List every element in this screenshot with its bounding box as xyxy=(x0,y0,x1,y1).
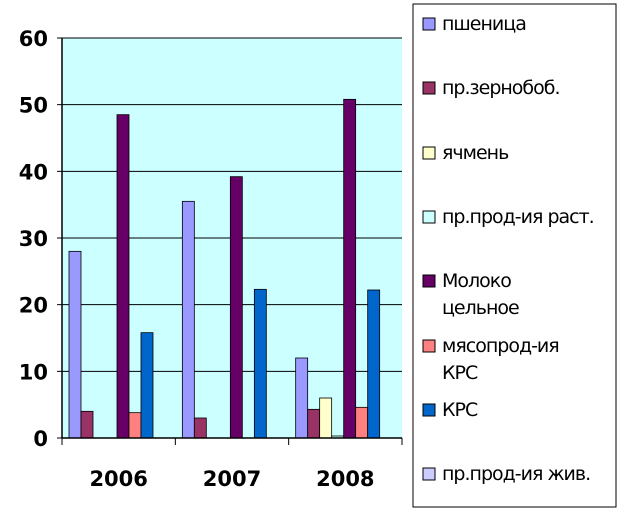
legend-swatch xyxy=(422,467,436,481)
legend-swatch xyxy=(422,339,436,353)
legend-swatch xyxy=(422,17,436,31)
legend: пшеница пр.зернобоб. ячмень пр.прод-ия раст… xyxy=(422,13,595,485)
x-axis-categories: 2006 2007 2008 xyxy=(89,467,374,491)
legend-box xyxy=(412,3,617,508)
x-category-label: 2008 xyxy=(316,467,374,491)
y-tick-label: 0 xyxy=(33,427,48,451)
bar xyxy=(319,397,333,439)
bar xyxy=(367,289,381,439)
bar xyxy=(295,357,309,439)
bar xyxy=(140,332,154,439)
y-tick-label: 20 xyxy=(19,294,48,318)
bars xyxy=(68,98,381,439)
legend-label: ячмень xyxy=(442,142,509,164)
legend-swatch xyxy=(422,81,436,95)
legend-swatch xyxy=(422,210,436,224)
legend-label: пр.прод-ия раст. xyxy=(442,206,594,228)
y-tick-label: 50 xyxy=(19,94,48,118)
x-category-label: 2007 xyxy=(203,467,261,491)
bar xyxy=(181,200,195,439)
bar xyxy=(307,408,321,439)
legend-label: пр.зернобоб. xyxy=(442,77,560,99)
y-tick-label: 10 xyxy=(19,360,48,384)
legend-swatch xyxy=(422,274,436,288)
bar xyxy=(80,410,94,439)
bar xyxy=(253,288,267,439)
legend-swatch xyxy=(422,146,436,160)
bar xyxy=(355,406,369,439)
legend-label: КРС xyxy=(442,399,478,421)
bar xyxy=(343,98,357,439)
legend-label: мясопрод-ия КРС xyxy=(442,335,559,384)
y-tick-label: 60 xyxy=(19,27,48,51)
bar xyxy=(193,417,207,439)
x-category-label: 2006 xyxy=(89,467,147,491)
bar xyxy=(68,250,82,439)
bar xyxy=(229,176,243,439)
legend-label: Молоко цельное xyxy=(442,270,519,319)
bar xyxy=(116,114,130,439)
legend-label: пр.прод-ия жив. xyxy=(442,463,590,485)
y-axis-ticks: 0 10 20 30 40 50 60 xyxy=(19,27,62,451)
y-tick-label: 40 xyxy=(19,160,48,184)
y-tick-label: 30 xyxy=(19,227,48,251)
bar xyxy=(128,412,142,439)
legend-label: пшеница xyxy=(442,13,526,35)
legend-swatch xyxy=(422,403,436,417)
